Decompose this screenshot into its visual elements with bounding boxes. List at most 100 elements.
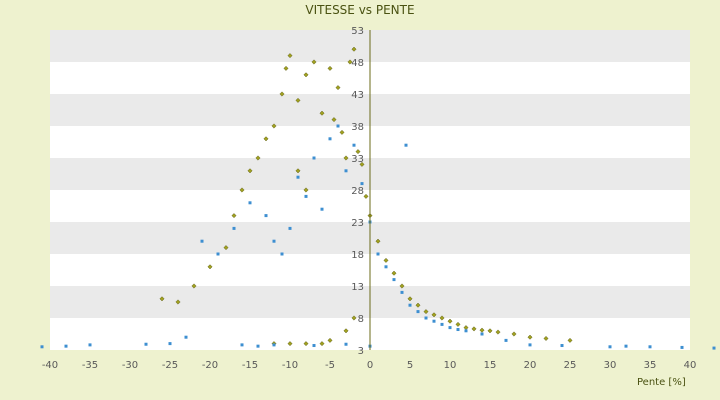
- y-tick-label: 8: [358, 314, 364, 325]
- x-tick-label: 20: [524, 360, 537, 371]
- x-tick-label: 25: [564, 360, 577, 371]
- data-point: [447, 318, 453, 324]
- data-point: [295, 97, 301, 103]
- data-point: [272, 343, 276, 347]
- data-point: [392, 278, 396, 282]
- data-point: [408, 303, 412, 307]
- data-point: [456, 328, 460, 332]
- data-point: [88, 343, 92, 347]
- data-point: [283, 65, 289, 71]
- data-point: [279, 91, 285, 97]
- data-point: [339, 129, 345, 135]
- data-point: [288, 226, 292, 230]
- data-point: [527, 334, 533, 340]
- data-point: [543, 335, 549, 341]
- x-tick-label: 30: [604, 360, 617, 371]
- data-point: [311, 59, 317, 65]
- data-point: [608, 345, 612, 349]
- data-point: [303, 72, 309, 78]
- data-point: [464, 329, 468, 333]
- data-point: [415, 302, 421, 308]
- data-point: [216, 252, 220, 256]
- y-tick-label: 23: [351, 218, 364, 229]
- data-point: [648, 345, 652, 349]
- data-point: [240, 343, 244, 347]
- x-tick-label: 5: [407, 360, 413, 371]
- data-point: [320, 207, 324, 211]
- data-point: [359, 161, 365, 167]
- data-point: [344, 342, 348, 346]
- data-point: [331, 117, 337, 123]
- y-tick-label: 48: [351, 58, 364, 69]
- data-point: [144, 342, 148, 346]
- data-point: [351, 315, 357, 321]
- data-point: [327, 337, 333, 343]
- data-point: [312, 156, 316, 160]
- x-tick-label: -10: [282, 360, 298, 371]
- data-point: [471, 326, 477, 332]
- series-1-points: [159, 46, 573, 347]
- data-point: [231, 213, 237, 219]
- y-tick-label: 33: [351, 154, 364, 165]
- x-tick-label: 40: [684, 360, 697, 371]
- x-tick-label: -30: [122, 360, 138, 371]
- data-point: [480, 332, 484, 336]
- data-point: [431, 312, 437, 318]
- x-tick-label: 0: [367, 360, 373, 371]
- data-point: [360, 182, 364, 186]
- data-point: [391, 270, 397, 276]
- data-point: [448, 326, 452, 330]
- data-point: [168, 342, 172, 346]
- data-point: [207, 264, 213, 270]
- data-point: [312, 344, 316, 348]
- data-point: [287, 341, 293, 347]
- data-point: [287, 53, 293, 59]
- data-point: [495, 329, 501, 335]
- data-point: [624, 344, 628, 348]
- data-point: [487, 328, 493, 334]
- data-point: [256, 344, 260, 348]
- data-point: [303, 341, 309, 347]
- data-point: [319, 341, 325, 347]
- y-tick-label: 53: [351, 26, 364, 37]
- data-point: [712, 346, 716, 350]
- data-point: [363, 193, 369, 199]
- data-point: [272, 239, 276, 243]
- data-point: [504, 338, 508, 342]
- x-tick-label: 10: [444, 360, 457, 371]
- data-point: [239, 187, 245, 193]
- data-point: [423, 309, 429, 315]
- x-tick-labels: -40 -35 -30 -25 -20 -15 -10 -5 0 5 10 15 20 25 30 35 40: [42, 360, 697, 371]
- data-point: [376, 252, 380, 256]
- data-point: [432, 319, 436, 323]
- data-point: [680, 345, 684, 349]
- y-tick-label: 38: [351, 122, 364, 133]
- data-point: [440, 322, 444, 326]
- data-point: [191, 283, 197, 289]
- data-point: [351, 46, 357, 52]
- data-point: [255, 155, 261, 161]
- chart-title: VITESSE vs PENTE: [305, 3, 414, 17]
- data-point: [248, 201, 252, 205]
- data-point: [336, 124, 340, 128]
- data-point: [303, 187, 309, 193]
- data-point: [439, 315, 445, 321]
- x-tick-label: -5: [325, 360, 335, 371]
- x-tick-label: -35: [82, 360, 98, 371]
- data-point: [355, 149, 361, 155]
- data-point: [263, 136, 269, 142]
- data-point: [560, 344, 564, 348]
- data-point: [232, 226, 236, 230]
- data-point: [407, 296, 413, 302]
- data-point: [343, 155, 349, 161]
- data-point: [347, 59, 353, 65]
- data-point: [327, 65, 333, 71]
- y-tick-label: 43: [351, 90, 364, 101]
- data-point: [328, 137, 332, 141]
- data-point: [383, 257, 389, 263]
- data-point: [247, 168, 253, 174]
- y-tick-label: 18: [351, 250, 364, 261]
- data-point: [416, 310, 420, 314]
- data-point: [375, 238, 381, 244]
